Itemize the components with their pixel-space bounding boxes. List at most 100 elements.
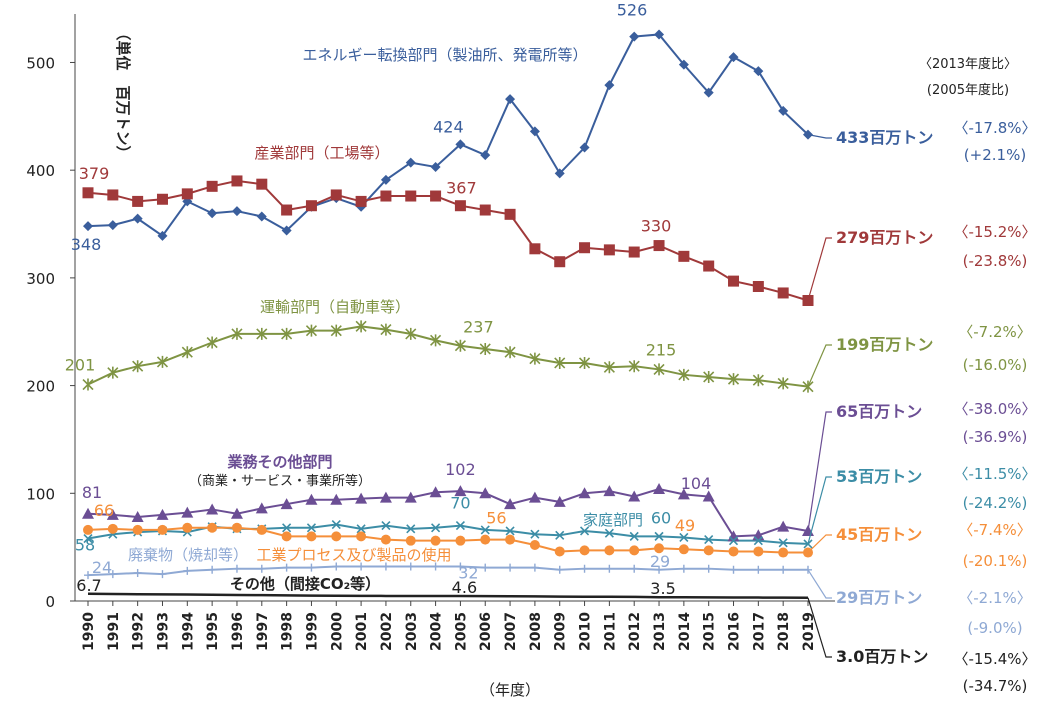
x-marker (306, 523, 317, 533)
plus-marker (282, 563, 291, 572)
x-marker (356, 524, 366, 534)
square-marker (628, 246, 640, 258)
star-marker (231, 327, 243, 340)
x-tick-label: 1998 (280, 612, 296, 651)
plus-marker (704, 564, 713, 573)
diamond-marker (678, 59, 689, 70)
x-marker (505, 526, 515, 536)
x-tick-label: 2007 (503, 612, 519, 651)
series-subname-label: （商業・サービス・事業所等） (189, 473, 371, 489)
triangle-marker (255, 502, 268, 514)
x-tick-label: 2019 (801, 612, 817, 651)
plus-marker (580, 564, 589, 573)
triangle-marker (702, 490, 715, 502)
circle-marker (256, 524, 267, 535)
x-marker (778, 538, 788, 548)
star-marker (777, 377, 789, 390)
plus-marker (655, 565, 664, 574)
triangle-marker (528, 491, 541, 503)
diamond-marker (554, 168, 565, 179)
end-value-label: 199百万トン (836, 335, 933, 354)
ratio-2013-label: 〈-7.2%〉 (958, 323, 1032, 341)
end-label-connector (807, 597, 832, 658)
end-label-connector (807, 569, 832, 599)
x-marker (803, 539, 813, 549)
x-marker (455, 521, 465, 531)
triangle-marker (156, 508, 169, 520)
x-tick-label: 2010 (578, 612, 594, 651)
end-value-label: 65百万トン (836, 402, 922, 421)
circle-marker (678, 544, 689, 555)
star-marker (752, 374, 764, 387)
plus-marker (804, 565, 812, 574)
x-tick-label: 2003 (404, 612, 420, 651)
star-marker (653, 363, 665, 376)
star-marker (281, 327, 293, 340)
value-annotation: 81 (82, 483, 102, 502)
plus-marker (779, 565, 788, 574)
x-marker (579, 526, 590, 536)
value-annotation: 32 (458, 564, 478, 583)
x-tick-label: 2017 (751, 612, 767, 651)
diamond-marker (505, 94, 516, 105)
star-marker (132, 360, 144, 373)
plus-marker (679, 564, 688, 573)
x-tick-label: 2014 (677, 612, 693, 651)
circle-marker (107, 523, 118, 534)
end-value-label: 279百万トン (836, 228, 933, 247)
square-marker (405, 190, 417, 202)
circle-marker (83, 524, 93, 535)
circle-marker (455, 535, 466, 546)
square-marker (603, 244, 615, 256)
value-annotation: 6.7 (76, 576, 101, 595)
diamond-marker (207, 208, 218, 219)
x-tick-label: 1992 (131, 612, 147, 651)
square-marker (355, 195, 367, 207)
circle-marker (629, 545, 640, 556)
square-marker (479, 204, 491, 216)
value-annotation: 367 (446, 179, 477, 198)
star-marker (380, 323, 392, 336)
triangle-marker (404, 491, 417, 503)
series-line-6 (87, 565, 808, 577)
diamond-marker (753, 66, 764, 77)
star-marker (405, 327, 417, 340)
circle-marker (380, 534, 391, 545)
diamond-marker (132, 213, 143, 224)
ratio-2005-label: (-36.9%) (963, 428, 1028, 446)
diamond-marker (529, 126, 540, 137)
x-marker (555, 530, 565, 540)
square-marker (777, 287, 789, 299)
value-annotation: 66 (94, 501, 114, 520)
diamond-marker (728, 52, 739, 63)
x-marker (480, 525, 490, 535)
value-annotation: 348 (71, 235, 102, 254)
series-name-label: 業務その他部門 (226, 453, 332, 471)
plus-marker (108, 570, 117, 579)
x-tick-label: 1997 (255, 612, 271, 651)
value-annotation: 24 (92, 558, 112, 577)
star-marker (107, 366, 119, 379)
end-value-label: 45百万トン (836, 525, 922, 544)
end-value-label: 53百万トン (836, 467, 922, 486)
value-annotation: 102 (445, 460, 476, 479)
value-annotation: 60 (651, 508, 671, 527)
x-tick-label: 1995 (205, 612, 221, 651)
star-marker (678, 368, 690, 381)
x-tick-label: 2013 (652, 612, 668, 651)
square-marker (231, 175, 243, 187)
circle-marker (207, 522, 218, 533)
x-tick-label: 2009 (553, 612, 569, 651)
end-label-connector (807, 534, 832, 553)
end-label-connector (807, 344, 832, 387)
plus-marker (729, 565, 738, 574)
circle-marker (778, 547, 789, 558)
square-marker (330, 189, 342, 201)
square-marker (554, 256, 566, 268)
end-value-label: 29百万トン (836, 588, 922, 607)
plus-marker (158, 570, 167, 579)
series-line-7 (87, 592, 809, 600)
square-marker (653, 240, 665, 252)
value-annotation: 49 (675, 516, 695, 535)
square-marker (380, 190, 392, 202)
